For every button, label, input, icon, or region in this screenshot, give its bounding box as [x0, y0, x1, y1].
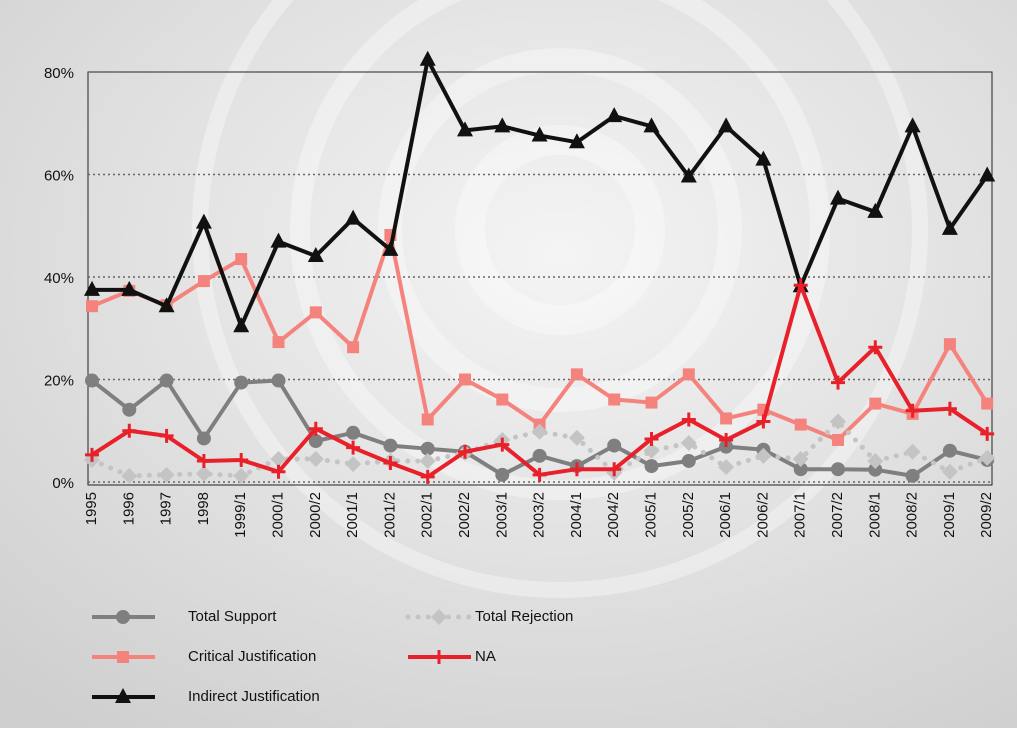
x-tick-label: 2006/1: [717, 492, 734, 538]
legend-marker: [116, 610, 130, 624]
data-point: [981, 398, 993, 410]
x-tick-label: 2006/2: [754, 492, 771, 538]
legend-label: NA: [475, 648, 496, 665]
x-tick-label: 2004/1: [568, 492, 585, 538]
x-tick-label: 2003/1: [493, 492, 510, 538]
x-tick-label: 2002/2: [456, 492, 473, 538]
data-point: [607, 439, 621, 453]
x-tick-label: 1998: [195, 492, 212, 525]
x-tick-label: 1997: [158, 492, 175, 525]
data-point: [273, 336, 285, 348]
data-point: [346, 426, 360, 440]
data-point: [943, 444, 957, 458]
x-tick-label: 2009/1: [941, 492, 958, 538]
x-tick-label: 2008/2: [904, 492, 921, 538]
y-tick-label: 40%: [44, 270, 74, 287]
data-point: [496, 393, 508, 405]
data-point: [235, 253, 247, 265]
legend-label: Total Rejection: [475, 608, 573, 625]
data-point: [383, 439, 397, 453]
data-point: [234, 376, 248, 390]
data-point: [272, 374, 286, 388]
data-point: [906, 469, 920, 483]
x-tick-label: 2003/2: [531, 492, 548, 538]
x-tick-label: 2002/1: [419, 492, 436, 538]
data-point: [85, 374, 99, 388]
data-point: [197, 431, 211, 445]
x-tick-label: 2004/2: [605, 492, 622, 538]
data-point: [683, 368, 695, 380]
data-point: [608, 393, 620, 405]
x-tick-label: 2000/2: [307, 492, 324, 538]
data-point: [347, 341, 359, 353]
data-point: [646, 397, 658, 409]
data-point: [160, 374, 174, 388]
chart: 0% 20% 40% 60% 80% 1995 1996 1997 1998 1999/1 2000…: [0, 0, 1017, 728]
data-point: [795, 419, 807, 431]
x-tick-label: 1999/1: [232, 492, 249, 538]
x-tick-label: 2009/2: [978, 492, 995, 538]
x-tick-label: 2008/1: [866, 492, 883, 538]
data-point: [86, 300, 98, 312]
x-tick-label: 1995: [83, 492, 100, 525]
x-tick-label: 2005/1: [642, 492, 659, 538]
y-tick-label: 0%: [52, 475, 74, 492]
data-point: [944, 338, 956, 350]
data-point: [422, 413, 434, 425]
data-point: [495, 468, 509, 482]
legend-label: Critical Justification: [188, 648, 316, 665]
y-tick-label: 60%: [44, 167, 74, 184]
x-tick-label: 2001/1: [344, 492, 361, 538]
x-tick-label: 2007/2: [829, 492, 846, 538]
data-point: [571, 368, 583, 380]
data-point: [645, 459, 659, 473]
x-tick-label: 2001/2: [381, 492, 398, 538]
y-tick-label: 20%: [44, 372, 74, 389]
data-point: [198, 275, 210, 287]
x-tick-label: 2007/1: [792, 492, 809, 538]
data-point: [122, 403, 136, 417]
data-point: [682, 454, 696, 468]
data-point: [533, 449, 547, 463]
x-tick-label: 1996: [120, 492, 137, 525]
data-point: [459, 374, 471, 386]
legend-marker: [117, 651, 129, 663]
data-point: [720, 412, 732, 424]
data-point: [310, 306, 322, 318]
legend-label: Indirect Justification: [188, 688, 320, 705]
x-tick-label: 2005/2: [680, 492, 697, 538]
y-tick-label: 80%: [44, 65, 74, 82]
legend-label: Total Support: [188, 608, 277, 625]
x-tick-label: 2000/1: [269, 492, 286, 538]
data-point: [831, 462, 845, 476]
data-point: [832, 434, 844, 446]
data-point: [869, 398, 881, 410]
